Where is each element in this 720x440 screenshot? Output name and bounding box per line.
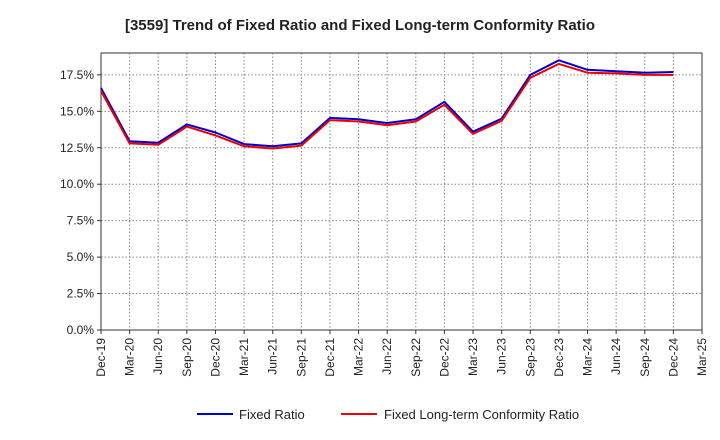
x-tick-label: Dec-19 <box>94 338 108 377</box>
x-tick-label: Mar-23 <box>466 338 480 376</box>
y-tick-label: 10.0% <box>60 177 94 191</box>
grid <box>101 53 702 330</box>
legend-label-fixed-long-term-conformity-ratio: Fixed Long-term Conformity Ratio <box>384 407 579 422</box>
x-tick-label: Mar-25 <box>695 338 709 376</box>
x-tick-label: Mar-21 <box>237 338 251 376</box>
plot-frame <box>100 52 703 331</box>
x-tick-label: Jun-22 <box>380 338 394 375</box>
x-tick-label: Jun-20 <box>151 338 165 375</box>
x-tick-label: Mar-24 <box>581 338 595 376</box>
x-tick-label: Dec-21 <box>323 338 337 377</box>
legend: Fixed Ratio Fixed Long-term Conformity R… <box>197 407 579 422</box>
x-tick-label: Mar-22 <box>352 338 366 376</box>
x-tick-label: Dec-23 <box>552 338 566 377</box>
x-tick-label: Mar-20 <box>123 338 137 376</box>
y-axis: 0.0% 2.5% 5.0% 7.5% 10.0% 12.5% 15.0% 17.5% <box>60 68 101 337</box>
series-lines <box>100 59 674 150</box>
y-tick-label: 15.0% <box>60 104 94 118</box>
x-tick-label: Sep-21 <box>294 338 308 377</box>
y-tick-label: 17.5% <box>60 68 94 82</box>
x-tick-label: Jun-23 <box>495 338 509 375</box>
x-tick-label: Dec-20 <box>208 338 222 377</box>
y-tick-label: 5.0% <box>67 250 95 264</box>
x-tick-label: Sep-24 <box>638 338 652 377</box>
series-line-0 <box>100 59 674 148</box>
x-tick-label: Jun-24 <box>609 338 623 375</box>
x-tick-label: Jun-21 <box>266 338 280 375</box>
series-line-1 <box>100 62 674 150</box>
x-tick-label: Sep-22 <box>409 338 423 377</box>
x-axis: Dec-19 Mar-20 Jun-20 Sep-20 Dec-20 Mar-21 Jun-… <box>94 330 709 377</box>
y-tick-label: 7.5% <box>67 214 95 228</box>
chart-title: [3559] Trend of Fixed Ratio and Fixed Lo… <box>125 17 595 34</box>
x-tick-label: Dec-22 <box>437 338 451 377</box>
legend-label-fixed-ratio: Fixed Ratio <box>239 407 305 422</box>
x-tick-label: Sep-23 <box>523 338 537 377</box>
x-tick-label: Sep-20 <box>180 338 194 377</box>
y-tick-label: 0.0% <box>67 323 95 337</box>
y-tick-label: 2.5% <box>67 287 95 301</box>
x-tick-label: Dec-24 <box>666 338 680 377</box>
y-tick-label: 12.5% <box>60 141 94 155</box>
